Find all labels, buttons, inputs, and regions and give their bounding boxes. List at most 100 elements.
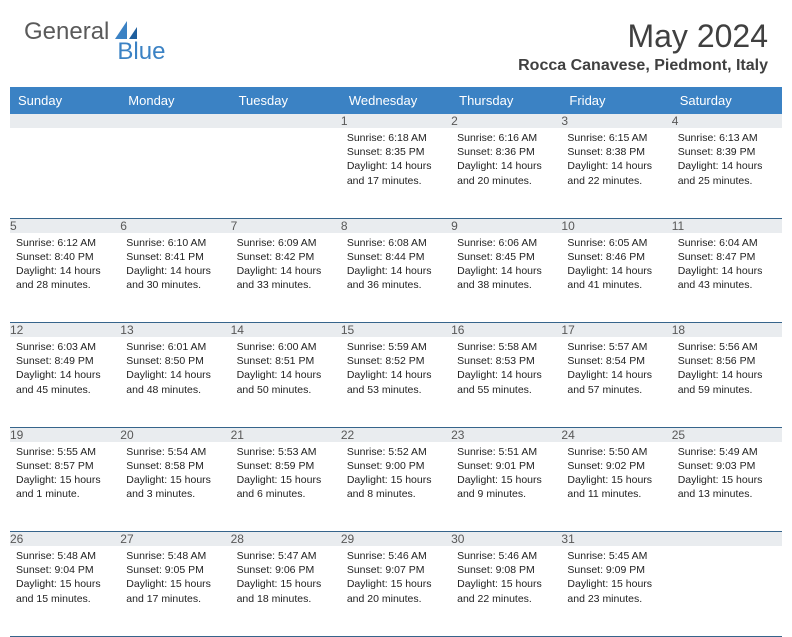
day-cell: Sunrise: 6:15 AMSunset: 8:38 PMDaylight:… (561, 128, 671, 218)
day-cell-content: Sunrise: 5:53 AMSunset: 8:59 PMDaylight:… (231, 442, 341, 508)
calendar-body: 1234Sunrise: 6:18 AMSunset: 8:35 PMDayli… (10, 114, 782, 636)
calendar-header-row: SundayMondayTuesdayWednesdayThursdayFrid… (10, 87, 782, 114)
day-cell: Sunrise: 6:04 AMSunset: 8:47 PMDaylight:… (672, 233, 782, 323)
day-cell-content: Sunrise: 5:48 AMSunset: 9:05 PMDaylight:… (120, 546, 230, 612)
day-cell-content: Sunrise: 6:09 AMSunset: 8:42 PMDaylight:… (231, 233, 341, 299)
day-number: 7 (231, 218, 341, 233)
title-block: May 2024 Rocca Canavese, Piedmont, Italy (518, 18, 768, 75)
day-cell: Sunrise: 6:00 AMSunset: 8:51 PMDaylight:… (231, 337, 341, 427)
day-number: 23 (451, 427, 561, 442)
day-number: 13 (120, 323, 230, 338)
weekday-header: Friday (561, 87, 671, 114)
day-cell: Sunrise: 5:45 AMSunset: 9:09 PMDaylight:… (561, 546, 671, 636)
day-cell-content: Sunrise: 5:46 AMSunset: 9:07 PMDaylight:… (341, 546, 451, 612)
day-number: 1 (341, 114, 451, 128)
day-cell-content: Sunrise: 6:16 AMSunset: 8:36 PMDaylight:… (451, 128, 561, 194)
day-number: 27 (120, 532, 230, 547)
day-cell-content: Sunrise: 6:18 AMSunset: 8:35 PMDaylight:… (341, 128, 451, 194)
day-cell-content: Sunrise: 5:59 AMSunset: 8:52 PMDaylight:… (341, 337, 451, 403)
day-number: 10 (561, 218, 671, 233)
empty-cell (672, 546, 782, 636)
day-cell: Sunrise: 5:58 AMSunset: 8:53 PMDaylight:… (451, 337, 561, 427)
weekday-header: Sunday (10, 87, 120, 114)
day-cell-content: Sunrise: 5:55 AMSunset: 8:57 PMDaylight:… (10, 442, 120, 508)
day-cell: Sunrise: 5:48 AMSunset: 9:05 PMDaylight:… (120, 546, 230, 636)
day-cell: Sunrise: 5:54 AMSunset: 8:58 PMDaylight:… (120, 442, 230, 532)
day-number: 26 (10, 532, 120, 547)
day-number: 15 (341, 323, 451, 338)
empty-daynum (672, 532, 782, 547)
day-cell-content: Sunrise: 5:49 AMSunset: 9:03 PMDaylight:… (672, 442, 782, 508)
weekday-header: Tuesday (231, 87, 341, 114)
day-cell-content: Sunrise: 6:00 AMSunset: 8:51 PMDaylight:… (231, 337, 341, 403)
day-cell: Sunrise: 5:52 AMSunset: 9:00 PMDaylight:… (341, 442, 451, 532)
day-number: 5 (10, 218, 120, 233)
day-cell: Sunrise: 6:05 AMSunset: 8:46 PMDaylight:… (561, 233, 671, 323)
day-cell: Sunrise: 6:01 AMSunset: 8:50 PMDaylight:… (120, 337, 230, 427)
empty-daynum (231, 114, 341, 128)
day-cell-content: Sunrise: 6:03 AMSunset: 8:49 PMDaylight:… (10, 337, 120, 403)
day-cell-content: Sunrise: 5:54 AMSunset: 8:58 PMDaylight:… (120, 442, 230, 508)
day-cell: Sunrise: 5:55 AMSunset: 8:57 PMDaylight:… (10, 442, 120, 532)
empty-daynum (120, 114, 230, 128)
day-cell-content: Sunrise: 5:46 AMSunset: 9:08 PMDaylight:… (451, 546, 561, 612)
day-number: 21 (231, 427, 341, 442)
day-cell: Sunrise: 6:10 AMSunset: 8:41 PMDaylight:… (120, 233, 230, 323)
empty-daynum (10, 114, 120, 128)
weekday-header: Monday (120, 87, 230, 114)
day-cell: Sunrise: 5:47 AMSunset: 9:06 PMDaylight:… (231, 546, 341, 636)
day-number: 24 (561, 427, 671, 442)
day-cell: Sunrise: 5:56 AMSunset: 8:56 PMDaylight:… (672, 337, 782, 427)
day-cell-content: Sunrise: 5:45 AMSunset: 9:09 PMDaylight:… (561, 546, 671, 612)
day-number: 2 (451, 114, 561, 128)
day-cell-content: Sunrise: 5:58 AMSunset: 8:53 PMDaylight:… (451, 337, 561, 403)
day-cell: Sunrise: 6:08 AMSunset: 8:44 PMDaylight:… (341, 233, 451, 323)
day-cell: Sunrise: 5:46 AMSunset: 9:08 PMDaylight:… (451, 546, 561, 636)
logo-text-general: General (24, 18, 109, 46)
day-cell: Sunrise: 5:57 AMSunset: 8:54 PMDaylight:… (561, 337, 671, 427)
weekday-header: Thursday (451, 87, 561, 114)
day-number: 31 (561, 532, 671, 547)
day-cell: Sunrise: 5:53 AMSunset: 8:59 PMDaylight:… (231, 442, 341, 532)
day-cell: Sunrise: 6:09 AMSunset: 8:42 PMDaylight:… (231, 233, 341, 323)
empty-cell (120, 128, 230, 218)
location-subtitle: Rocca Canavese, Piedmont, Italy (518, 57, 768, 75)
calendar-table: SundayMondayTuesdayWednesdayThursdayFrid… (10, 87, 782, 637)
day-cell-content: Sunrise: 5:56 AMSunset: 8:56 PMDaylight:… (672, 337, 782, 403)
logo: General Blue (24, 18, 165, 46)
day-cell-content: Sunrise: 5:48 AMSunset: 9:04 PMDaylight:… (10, 546, 120, 612)
day-cell: Sunrise: 5:51 AMSunset: 9:01 PMDaylight:… (451, 442, 561, 532)
day-cell-content: Sunrise: 6:04 AMSunset: 8:47 PMDaylight:… (672, 233, 782, 299)
day-cell: Sunrise: 5:48 AMSunset: 9:04 PMDaylight:… (10, 546, 120, 636)
day-cell: Sunrise: 6:16 AMSunset: 8:36 PMDaylight:… (451, 128, 561, 218)
day-cell-content: Sunrise: 6:10 AMSunset: 8:41 PMDaylight:… (120, 233, 230, 299)
day-cell: Sunrise: 6:18 AMSunset: 8:35 PMDaylight:… (341, 128, 451, 218)
day-number: 11 (672, 218, 782, 233)
day-number: 22 (341, 427, 451, 442)
day-cell-content: Sunrise: 6:08 AMSunset: 8:44 PMDaylight:… (341, 233, 451, 299)
day-number: 29 (341, 532, 451, 547)
page-header: General Blue May 2024 Rocca Canavese, Pi… (0, 0, 792, 79)
day-cell-content: Sunrise: 6:13 AMSunset: 8:39 PMDaylight:… (672, 128, 782, 194)
weekday-header: Saturday (672, 87, 782, 114)
day-cell-content: Sunrise: 6:15 AMSunset: 8:38 PMDaylight:… (561, 128, 671, 194)
day-number: 18 (672, 323, 782, 338)
day-number: 28 (231, 532, 341, 547)
day-cell-content: Sunrise: 6:05 AMSunset: 8:46 PMDaylight:… (561, 233, 671, 299)
logo-text-blue: Blue (117, 38, 165, 66)
empty-cell (10, 128, 120, 218)
day-cell-content: Sunrise: 6:12 AMSunset: 8:40 PMDaylight:… (10, 233, 120, 299)
day-number: 3 (561, 114, 671, 128)
day-cell: Sunrise: 6:06 AMSunset: 8:45 PMDaylight:… (451, 233, 561, 323)
day-number: 4 (672, 114, 782, 128)
day-cell-content: Sunrise: 5:57 AMSunset: 8:54 PMDaylight:… (561, 337, 671, 403)
empty-cell (231, 128, 341, 218)
day-number: 17 (561, 323, 671, 338)
day-cell: Sunrise: 6:03 AMSunset: 8:49 PMDaylight:… (10, 337, 120, 427)
day-cell: Sunrise: 5:49 AMSunset: 9:03 PMDaylight:… (672, 442, 782, 532)
day-cell: Sunrise: 6:13 AMSunset: 8:39 PMDaylight:… (672, 128, 782, 218)
day-number: 30 (451, 532, 561, 547)
day-number: 20 (120, 427, 230, 442)
day-cell-content: Sunrise: 5:47 AMSunset: 9:06 PMDaylight:… (231, 546, 341, 612)
day-cell: Sunrise: 5:59 AMSunset: 8:52 PMDaylight:… (341, 337, 451, 427)
